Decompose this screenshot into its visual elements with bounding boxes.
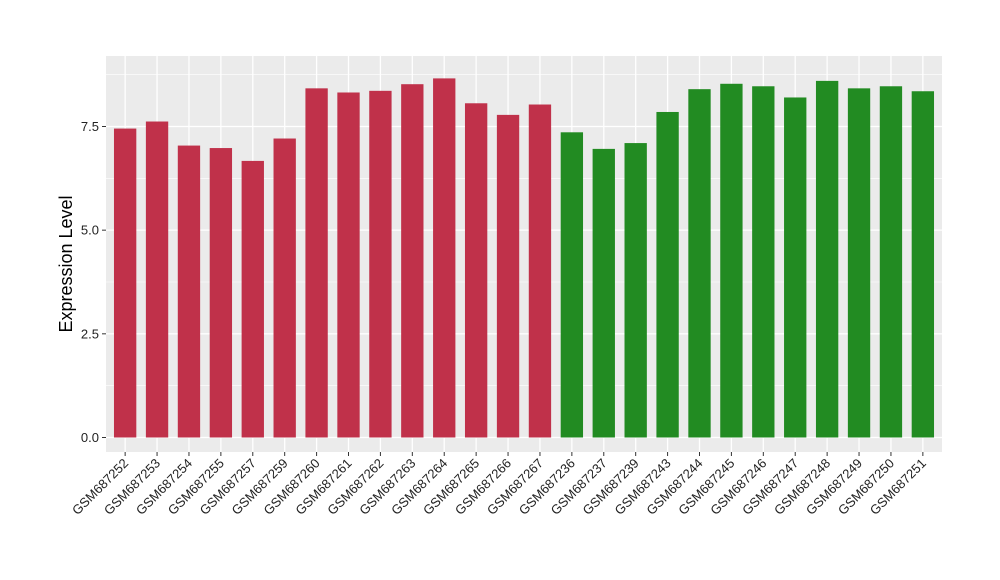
bar-GSM687260 — [305, 88, 328, 438]
bar-GSM687243 — [656, 111, 679, 438]
bar-GSM687236 — [560, 132, 584, 438]
bar-GSM687262 — [369, 90, 392, 438]
bar-GSM687244 — [688, 89, 711, 438]
bar-GSM687263 — [401, 84, 424, 438]
bar-GSM687266 — [496, 114, 520, 438]
y-tick-label: 5.0 — [81, 223, 99, 238]
bar-GSM687252 — [113, 128, 137, 438]
bar-GSM687246 — [752, 86, 775, 438]
bar-GSM687267 — [528, 104, 552, 438]
y-axis-title: Expression Level — [56, 195, 76, 332]
bar-GSM687264 — [433, 78, 456, 438]
bar-GSM687237 — [592, 148, 615, 438]
y-tick-label: 0.0 — [81, 430, 99, 445]
y-tick-label: 2.5 — [81, 326, 99, 341]
bars — [113, 78, 935, 438]
bar-GSM687253 — [145, 121, 169, 438]
bar-GSM687261 — [337, 92, 360, 438]
bar-GSM687249 — [847, 88, 871, 438]
bar-GSM687247 — [784, 97, 807, 438]
bar-GSM687239 — [624, 143, 647, 438]
bar-GSM687248 — [815, 80, 839, 438]
bar-GSM687251 — [911, 91, 935, 438]
bar-GSM687257 — [241, 160, 264, 438]
bar-GSM687259 — [273, 138, 296, 438]
x-axis: GSM687252GSM687253GSM687254GSM687255GSM6… — [69, 452, 929, 518]
bar-GSM687250 — [879, 86, 903, 438]
bar-GSM687255 — [209, 148, 233, 438]
bar-GSM687254 — [177, 145, 201, 438]
y-axis: 0.0 2.5 5.0 7.5 — [81, 119, 106, 445]
bar-GSM687265 — [464, 103, 488, 438]
y-tick-label: 7.5 — [81, 119, 99, 134]
bar-GSM687245 — [720, 83, 743, 438]
